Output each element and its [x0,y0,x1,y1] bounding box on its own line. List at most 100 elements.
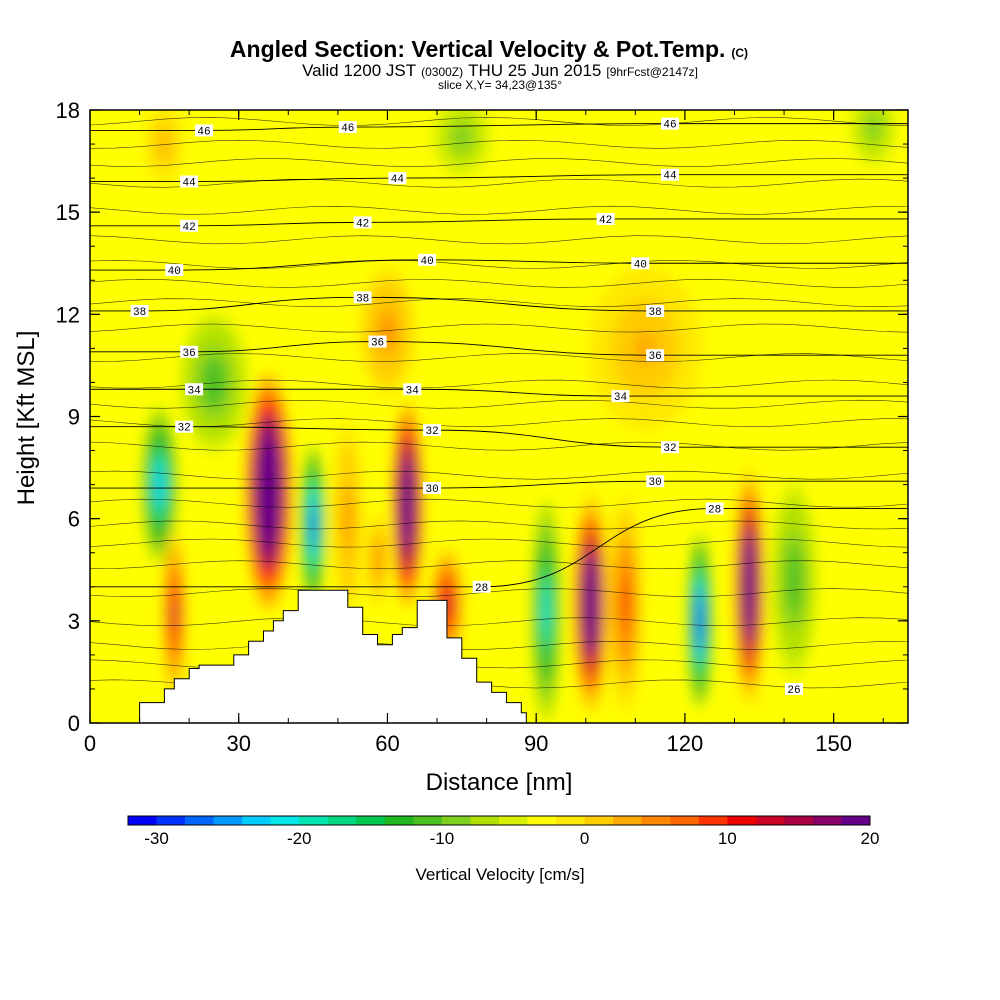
theta-label: 34 [185,383,204,397]
colorbar-swatch [470,816,500,825]
velocity-cell-12 [734,469,765,705]
theta-label: 42 [180,219,199,234]
theta-label: 42 [353,216,372,230]
velocity-cell-5 [366,500,389,619]
colorbar-swatch [584,816,614,825]
theta-label: 46 [661,117,680,132]
velocity-ring [404,488,410,523]
theta-label: 32 [661,441,680,455]
theta-contour [90,399,908,409]
velocity-ring [375,549,380,570]
velocity-ring [172,599,177,629]
x-tick-label: 60 [375,731,399,756]
velocity-ring [311,512,315,539]
colorbar-tick-label: 0 [580,829,589,848]
velocity-ring [746,567,752,607]
colorbar-tick-label: 10 [718,829,737,848]
theta-label-text: 46 [663,120,676,132]
y-tick-label: 0 [68,711,80,736]
velocity-ring [622,585,629,623]
colorbar-swatch [327,816,357,825]
theta-label-text: 40 [168,266,181,278]
theta-contour [90,441,908,451]
theta-label-text: 32 [663,443,676,455]
theta-contour [90,139,908,149]
theta-contour [90,298,908,308]
velocity-ring [790,563,798,597]
theta-label-text: 36 [371,338,384,350]
theta-label: 34 [403,383,422,397]
theta-label: 40 [418,253,437,268]
x-tick-label: 90 [524,731,548,756]
theta-label-text: 34 [614,392,628,404]
velocity-ring [160,136,169,152]
colorbar-swatch [670,816,700,825]
colorbar-swatch [128,816,157,825]
velocity-cell-19 [850,110,897,167]
colorbar-swatch [441,816,471,825]
y-tick-label: 3 [68,609,80,634]
velocity-cell-16 [576,250,714,447]
colorbar-swatch [755,816,785,825]
velocity-ring [869,120,878,134]
theta-contour [90,588,908,598]
velocity-cell-10 [608,494,643,714]
theta-contour [90,498,908,508]
velocity-ring [697,606,702,636]
colorbar-swatch [556,816,585,825]
theta-label: 30 [423,482,442,496]
theta-label: 32 [423,424,442,438]
theta-contour [90,278,908,288]
theta-label-text: 36 [183,348,196,360]
velocity-ring [457,130,467,144]
theta-label-text: 42 [356,218,369,230]
theta-label: 38 [130,304,149,319]
theta-contour [90,560,908,570]
velocity-cell-6 [392,403,423,607]
theta-label-text: 34 [406,385,420,397]
velocity-cell-9 [573,494,608,714]
chart-slice-line: slice X,Y= 34,23@135° [438,78,562,92]
colorbar-tick-label: 20 [861,829,880,848]
velocity-cell-14 [179,311,249,453]
theta-contour-28 [90,507,908,588]
theta-label: 40 [165,264,184,278]
x-tick-label: 150 [815,731,852,756]
velocity-cell-0 [142,406,177,563]
theta-label-text: 46 [197,126,210,138]
theta-label: 38 [353,291,372,305]
x-tick-label: 0 [84,731,96,756]
theta-label: 46 [338,121,357,135]
colorbar-swatch [356,816,386,825]
velocity-ring [208,370,220,395]
colorbar-swatch [299,816,329,825]
theta-label: 28 [472,580,491,595]
plot-area: 46 46 46 44 44 44 42 42 42 40 40 40 38 38 38 36 36 36 34 34… [90,110,908,723]
theta-contour [90,323,908,333]
theta-label: 44 [661,168,680,183]
theta-contour [90,235,908,245]
theta-contour [90,520,908,530]
velocity-ring [156,471,163,498]
theta-label-text: 36 [649,351,662,363]
theta-contour [90,538,908,548]
theta-label: 28 [705,502,724,516]
theta-label-text: 26 [787,685,800,697]
y-tick-label: 6 [68,507,80,532]
colorbar-frame [127,815,871,826]
colorbar-swatch [812,816,842,825]
theta-label: 34 [611,390,630,404]
colorbar-swatch [242,816,271,825]
theta-contour [90,260,908,269]
theta-label-text: 42 [599,215,612,227]
velocity-ring [264,471,273,512]
theta-label: 36 [646,349,665,363]
theta-label-text: 46 [341,123,354,135]
velocity-ring [344,499,351,539]
theta-label-text: 42 [183,222,196,234]
colorbar-swatch [384,816,414,825]
theta-label-text: 40 [634,259,647,271]
theta-label-text: 38 [133,307,146,319]
theta-contour [90,117,908,126]
